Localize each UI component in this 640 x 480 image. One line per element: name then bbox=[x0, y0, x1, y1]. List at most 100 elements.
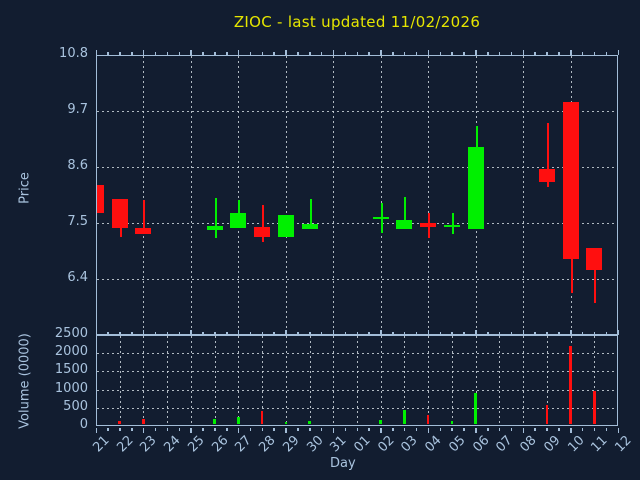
panel-boundary-tick bbox=[475, 330, 477, 335]
x-tick-label: 29 bbox=[280, 433, 303, 456]
price-gridline bbox=[238, 56, 240, 334]
top-axis-tick bbox=[498, 52, 501, 55]
panel-boundary-tick bbox=[166, 332, 169, 335]
bottom-axis-tick bbox=[154, 427, 157, 431]
candle-body bbox=[586, 248, 603, 271]
top-axis-tick bbox=[487, 52, 489, 55]
x-tick-label: 12 bbox=[612, 433, 635, 456]
top-axis-tick bbox=[570, 50, 572, 55]
bottom-axis-tick bbox=[510, 427, 513, 431]
candle-body bbox=[467, 147, 484, 230]
volume-gridline bbox=[167, 336, 169, 425]
top-axis-tick bbox=[202, 52, 204, 55]
x-tick-label: 21 bbox=[90, 433, 113, 456]
price-tick-label: 8.6 bbox=[67, 158, 88, 173]
panel-boundary-tick bbox=[226, 332, 228, 335]
x-tick-label: 28 bbox=[256, 433, 279, 456]
x-tick-label: 10 bbox=[564, 433, 588, 456]
bottom-axis-tick bbox=[131, 427, 133, 431]
volume-gridline bbox=[523, 336, 525, 425]
top-axis-tick bbox=[415, 52, 418, 55]
volume-gridline bbox=[143, 336, 145, 425]
bottom-axis-tick bbox=[344, 427, 347, 431]
top-axis-tick bbox=[273, 52, 275, 55]
price-gridline bbox=[97, 167, 617, 168]
top-axis-tick bbox=[285, 50, 287, 55]
panel-boundary-tick bbox=[309, 332, 311, 335]
candle-wick bbox=[546, 123, 549, 187]
volume-bar bbox=[545, 404, 549, 425]
panel-boundary-tick bbox=[392, 332, 394, 335]
bottom-axis-tick bbox=[605, 427, 608, 431]
bottom-axis-tick bbox=[119, 427, 121, 431]
panel-boundary-tick bbox=[119, 332, 121, 335]
bottom-axis-tick bbox=[463, 427, 465, 431]
panel-boundary-tick bbox=[570, 330, 572, 335]
top-axis-tick bbox=[475, 50, 477, 55]
candle-wick bbox=[594, 248, 597, 304]
bottom-axis-tick bbox=[249, 427, 252, 431]
bottom-axis-tick bbox=[617, 427, 619, 433]
volume-gridline bbox=[119, 336, 121, 425]
panel-boundary-tick bbox=[261, 332, 264, 335]
volume-bar bbox=[474, 393, 477, 425]
panel-boundary-tick bbox=[510, 332, 513, 335]
candle-body bbox=[277, 214, 294, 238]
volume-axis-label: Volume (0000) bbox=[17, 333, 33, 429]
candle-wick bbox=[143, 200, 146, 235]
candle-body bbox=[372, 216, 389, 219]
volume-gridline bbox=[404, 336, 406, 425]
top-axis-tick bbox=[309, 52, 311, 55]
panel-boundary-tick bbox=[107, 332, 109, 335]
bottom-axis-tick bbox=[202, 427, 204, 431]
x-tick-label: 23 bbox=[137, 433, 161, 456]
bottom-axis-tick bbox=[285, 427, 287, 433]
x-tick-label: 30 bbox=[303, 433, 327, 456]
price-tick-label: 10.8 bbox=[59, 46, 88, 61]
panel-boundary-tick bbox=[368, 332, 370, 335]
volume-panel bbox=[96, 335, 618, 426]
panel-boundary-tick bbox=[320, 332, 323, 335]
panel-boundary-tick bbox=[403, 332, 406, 335]
panel-boundary-tick bbox=[202, 332, 204, 335]
bottom-axis-tick bbox=[107, 427, 109, 431]
candle-wick bbox=[262, 205, 265, 242]
volume-bar bbox=[118, 421, 121, 425]
candle-body bbox=[562, 101, 579, 260]
volume-bar bbox=[426, 415, 430, 425]
volume-gridline bbox=[380, 336, 382, 425]
top-axis-tick bbox=[119, 52, 121, 55]
volume-gridline bbox=[309, 336, 311, 425]
bottom-axis-tick bbox=[570, 427, 572, 433]
bottom-axis-tick bbox=[332, 427, 335, 433]
panel-boundary-tick bbox=[498, 332, 501, 335]
volume-bar bbox=[213, 419, 216, 425]
bottom-axis-tick bbox=[190, 427, 192, 433]
volume-tick-label: 2500 bbox=[54, 326, 88, 341]
top-axis-tick bbox=[581, 52, 584, 55]
candle-body bbox=[206, 225, 223, 230]
volume-bar bbox=[569, 346, 572, 425]
top-axis-tick bbox=[617, 50, 619, 55]
top-axis-tick bbox=[178, 52, 181, 55]
volume-plot-area bbox=[97, 336, 617, 425]
top-axis-tick bbox=[392, 52, 394, 55]
volume-tick-label: 0 bbox=[79, 417, 88, 432]
bottom-axis-tick bbox=[498, 427, 501, 431]
bottom-axis-tick bbox=[166, 427, 169, 431]
panel-boundary-tick bbox=[249, 332, 252, 335]
bottom-axis-tick bbox=[403, 427, 406, 431]
price-gridline bbox=[285, 56, 287, 334]
volume-tick-label: 1000 bbox=[54, 380, 88, 396]
top-axis-tick bbox=[131, 52, 133, 55]
panel-boundary-tick bbox=[439, 332, 442, 335]
volume-tick-label: 500 bbox=[63, 398, 88, 414]
volume-bar bbox=[284, 421, 288, 425]
price-tick-label: 9.7 bbox=[67, 102, 88, 117]
x-tick-label: 06 bbox=[469, 433, 493, 456]
panel-boundary-tick bbox=[142, 330, 145, 335]
panel-boundary-tick bbox=[487, 332, 489, 335]
panel-boundary-tick bbox=[344, 332, 347, 335]
panel-boundary-tick bbox=[297, 332, 299, 335]
price-axis-label: Price bbox=[17, 172, 33, 204]
